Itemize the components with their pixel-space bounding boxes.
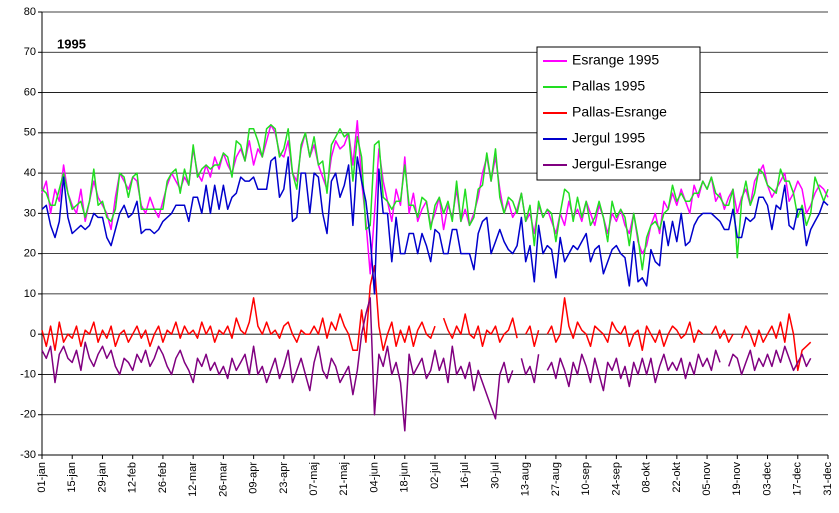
x-tick-label: 22-okt xyxy=(671,462,683,493)
y-tick-label: 30 xyxy=(24,207,36,219)
series-line xyxy=(41,156,829,295)
x-tick-label: 24-sep xyxy=(610,462,622,496)
x-tick-label: 12-mar xyxy=(187,462,199,497)
series-line xyxy=(42,298,828,431)
y-tick-label: -20 xyxy=(20,409,36,421)
y-tick-label: 40 xyxy=(24,167,36,179)
x-tick-label: 04-jun xyxy=(368,462,380,493)
y-tick-label: -10 xyxy=(20,368,36,380)
y-tick-label: 0 xyxy=(30,328,36,340)
chart-title: 1995 xyxy=(57,36,86,51)
y-tick-label: 80 xyxy=(24,6,36,18)
x-tick-label: 21-maj xyxy=(338,462,350,496)
x-tick-label: 01-jan xyxy=(36,462,48,493)
x-tick-label: 18-jun xyxy=(399,462,411,493)
x-tick-label: 16-jul xyxy=(459,462,471,489)
x-tick-label: 27-aug xyxy=(550,462,562,496)
x-tick-label: 10-sep xyxy=(580,462,592,496)
y-tick-label: 50 xyxy=(24,127,36,139)
x-tick-label: 23-apr xyxy=(278,462,290,494)
x-tick-label: 12-feb xyxy=(127,462,139,493)
x-tick-label: 26-mar xyxy=(217,462,229,497)
x-tick-label: 17-dec xyxy=(792,462,804,496)
y-tick-label: 20 xyxy=(24,248,36,260)
legend-label: Pallas 1995 xyxy=(572,78,645,94)
legend-label: Esrange 1995 xyxy=(572,52,659,68)
x-tick-label: 08-okt xyxy=(641,462,653,493)
x-tick-label: 19-nov xyxy=(731,462,743,496)
x-tick-label: 02-jul xyxy=(429,462,441,489)
x-tick-label: 15-jan xyxy=(66,462,78,493)
x-tick-label: 31-dec xyxy=(822,462,834,496)
x-tick-label: 03-dec xyxy=(761,462,773,496)
x-tick-label: 29-jan xyxy=(96,462,108,493)
x-tick-label: 26-feb xyxy=(157,462,169,493)
legend-label: Pallas-Esrange xyxy=(572,104,667,120)
y-tick-label: 70 xyxy=(24,46,36,58)
y-tick-label: 60 xyxy=(24,86,36,98)
legend-label: Jergul-Esrange xyxy=(572,156,667,172)
series-line xyxy=(41,124,829,271)
x-tick-label: 13-aug xyxy=(520,462,532,496)
legend-label: Jergul 1995 xyxy=(572,130,645,146)
series-line xyxy=(42,266,828,371)
x-tick-label: 05-nov xyxy=(701,462,713,496)
x-tick-label: 09-apr xyxy=(248,462,260,494)
legend: Esrange 1995 Pallas 1995 Pallas-Esrange Jer… xyxy=(536,46,701,181)
y-tick-label: -30 xyxy=(20,449,36,461)
y-tick-label: 10 xyxy=(24,288,36,300)
x-tick-label: 30-jul xyxy=(489,462,501,489)
series-line xyxy=(41,119,829,275)
x-tick-label: 07-maj xyxy=(308,462,320,496)
